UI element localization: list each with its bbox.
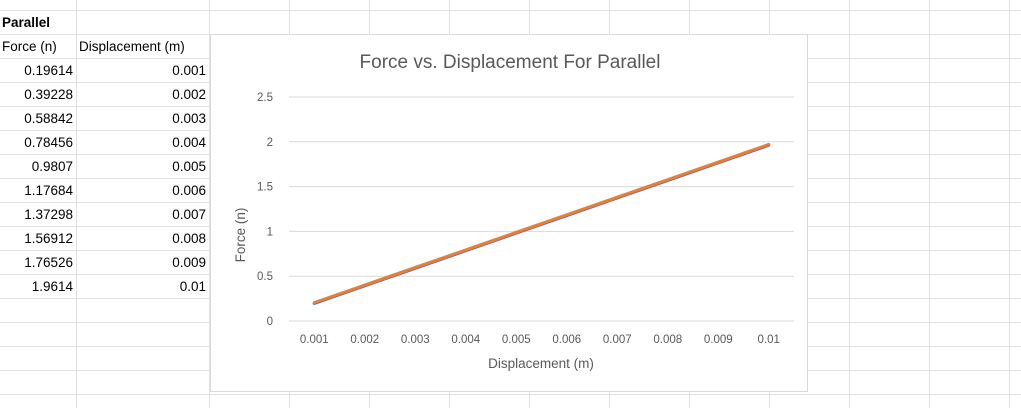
series-lines — [312, 142, 771, 305]
force-cell[interactable]: 1.9614 — [31, 279, 73, 294]
force-cell[interactable]: 1.37298 — [24, 207, 73, 222]
x-tick-label: 0.001 — [300, 334, 329, 346]
force-cell[interactable]: 0.19614 — [24, 63, 73, 78]
x-tick-label: 0.01 — [758, 334, 780, 346]
displacement-cell[interactable]: 0.005 — [172, 159, 206, 174]
x-tick-label: 0.006 — [552, 334, 581, 346]
line-chart: Force vs. Displacement For Parallel Disp… — [233, 52, 794, 371]
y-tick-label: 0.5 — [257, 271, 273, 283]
displacement-cell[interactable]: 0.003 — [172, 111, 206, 126]
y-tick-label: 2 — [267, 137, 273, 149]
y-tick-label: 0 — [267, 316, 273, 328]
force-cell[interactable]: 1.76526 — [24, 255, 73, 270]
force-cell[interactable]: 0.58842 — [24, 111, 73, 126]
y-axis-label: Force (n) — [233, 208, 248, 263]
header-displacement-cell[interactable]: Displacement (m) — [79, 39, 185, 54]
displacement-cell[interactable]: 0.01 — [179, 279, 206, 294]
x-tick-label: 0.005 — [502, 334, 531, 346]
y-axis-ticks: 0 0.5 1 1.5 2 2.5 — [257, 92, 273, 328]
header-force-cell[interactable]: Force (n) — [2, 39, 57, 54]
force-cell[interactable]: 1.56912 — [24, 231, 73, 246]
x-tick-label: 0.002 — [350, 334, 379, 346]
x-tick-label: 0.009 — [704, 334, 733, 346]
force-cell[interactable]: 0.78456 — [24, 135, 73, 150]
x-axis-label: Displacement (m) — [488, 356, 594, 371]
x-tick-label: 0.008 — [653, 334, 682, 346]
displacement-cell[interactable]: 0.006 — [172, 183, 206, 198]
force-cell[interactable]: 0.39228 — [24, 87, 73, 102]
force-cell[interactable]: 0.9807 — [31, 159, 73, 174]
y-tick-label: 1 — [267, 226, 273, 238]
y-tick-label: 2.5 — [257, 92, 273, 104]
y-gridlines — [289, 96, 794, 322]
chart-title: Force vs. Displacement For Parallel — [360, 52, 661, 73]
displacement-cell[interactable]: 0.007 — [172, 207, 206, 222]
sheet-title-cell[interactable]: Parallel — [2, 15, 51, 30]
x-axis-ticks: 0.001 0.002 0.003 0.004 0.005 0.006 0.007 0.008… — [300, 334, 780, 346]
y-tick-label: 1.5 — [257, 182, 273, 194]
x-tick-label: 0.003 — [401, 334, 430, 346]
x-tick-label: 0.004 — [451, 334, 480, 346]
force-cell[interactable]: 1.17684 — [24, 183, 73, 198]
chart-object[interactable]: Force vs. Displacement For Parallel Disp… — [210, 34, 808, 392]
x-tick-label: 0.007 — [603, 334, 632, 346]
series-line[interactable] — [312, 142, 771, 305]
displacement-cell[interactable]: 0.004 — [172, 135, 206, 150]
displacement-cell[interactable]: 0.002 — [172, 87, 206, 102]
displacement-cell[interactable]: 0.008 — [172, 231, 206, 246]
displacement-cell[interactable]: 0.009 — [172, 255, 206, 270]
displacement-cell[interactable]: 0.001 — [172, 63, 206, 78]
